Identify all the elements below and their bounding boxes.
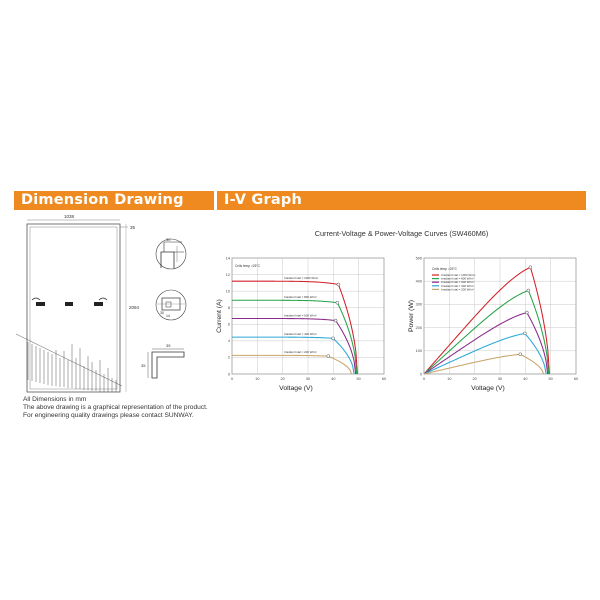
legend-entry: Irradiant Intal = 200 W/m² [441, 287, 474, 291]
mpp-point [528, 265, 533, 270]
x-axis-label: Voltage (V) [279, 385, 313, 392]
detail-corner-view [155, 238, 187, 270]
temperature-annotation: Cells temp =25°C [235, 264, 261, 268]
mpp-point [326, 354, 331, 358]
y-tick-label: 10 [226, 289, 230, 293]
mpp-point [336, 282, 341, 287]
x-tick-label: 60 [574, 377, 578, 381]
detail-c1-label: 35 [166, 343, 171, 348]
y-tick-label: 2 [228, 356, 230, 360]
frame-profile [147, 348, 185, 379]
legend-entry: Irradiant Intal = 400 W/m² [441, 284, 474, 288]
note-contact: For engineering quality drawings please … [23, 412, 194, 420]
mpp-point [331, 336, 335, 341]
x-tick-label: 10 [447, 377, 451, 381]
junction-box [65, 302, 73, 306]
mpp-point [335, 300, 340, 305]
y-tick-label: 200 [416, 326, 422, 330]
mpp-point [525, 310, 529, 315]
series-label: Irradiant Intal = 600 W/m² [284, 313, 317, 317]
y-tick-label: 14 [226, 256, 230, 260]
series-label: Irradiant Intal = 400 W/m² [284, 332, 317, 336]
width-label: 1038 [64, 214, 75, 219]
side-view-section [15, 333, 123, 392]
series-line [232, 280, 358, 375]
series-line [232, 354, 353, 375]
y-tick-label: 0 [420, 372, 422, 376]
y-axis-label: Current (A) [216, 299, 223, 333]
detail-b2-label: 14 [166, 314, 170, 318]
mpp-point [518, 352, 523, 357]
iv-graph-chart-title: Current-Voltage & Power-Voltage Curves (… [314, 229, 489, 238]
x-tick-label: 40 [331, 377, 335, 381]
panel-inner-frame [29, 226, 118, 390]
detail-a-label: 30 [166, 237, 171, 242]
connector-left [31, 297, 45, 306]
series-label: Irradiant Intal = 200 W/m² [284, 350, 317, 354]
iv-graph-title: I-V Graph [224, 192, 302, 208]
y-axis-label: Power (W) [408, 300, 415, 332]
series-label: Irradiant Intal = 1000 W/m² [284, 276, 318, 280]
series-line [423, 267, 550, 375]
x-tick-label: 30 [498, 377, 502, 381]
y-tick-label: 400 [416, 280, 422, 284]
current-voltage-chart: 0 10 20 30 40 50 60 0 2 4 6 8 10 12 14 Voltage (V) Curre… [216, 256, 386, 392]
panel-outline [26, 223, 121, 393]
dimension-drawing-header: Dimension Drawing [14, 191, 214, 210]
y-tick-label: 300 [416, 303, 422, 307]
drawing-notes: All Dimensions in mm The above drawing i… [23, 396, 208, 421]
connector-right [94, 297, 108, 306]
x-tick-label: 20 [473, 377, 477, 381]
legend-entry: Irradiant Intal = 800 W/m² [441, 277, 474, 281]
x-tick-label: 40 [523, 377, 527, 381]
mpp-point [333, 318, 338, 323]
y-tick-label: 100 [416, 349, 422, 353]
detail-mount-view [155, 289, 187, 321]
x-tick-label: 50 [357, 377, 361, 381]
y-tick-label: 8 [228, 306, 230, 310]
dimension-drawing-title: Dimension Drawing [21, 192, 184, 208]
x-tick-label: 30 [306, 377, 310, 381]
x-tick-label: 50 [549, 377, 553, 381]
y-tick-label: 12 [226, 273, 230, 277]
mpp-point [523, 331, 527, 336]
legend-entry: Irradiant Intal = 1000 W/m² [441, 273, 475, 277]
y-tick-label: 500 [416, 256, 422, 260]
legend-entry: Irradiant Intal = 600 W/m² [441, 280, 474, 284]
detail-b1-label: 30 [160, 311, 164, 315]
series-line [423, 353, 545, 375]
dimension-drawing: 1038 35 2094 30 30 14 35 35 [15, 214, 187, 393]
iv-graph-header: I-V Graph [217, 191, 586, 210]
x-tick-label: 20 [281, 377, 285, 381]
note-representation: The above drawing is a graphical represe… [23, 404, 208, 412]
mpp-point [526, 288, 531, 293]
x-tick-label: 0 [231, 377, 233, 381]
note-dimensions: All Dimensions in mm [23, 396, 87, 403]
frame-label: 35 [130, 225, 136, 230]
y-tick-label: 4 [228, 339, 230, 343]
detail-c2-label: 35 [141, 363, 146, 368]
x-tick-label: 10 [255, 377, 259, 381]
height-label: 2094 [129, 305, 140, 310]
x-tick-label: 60 [382, 377, 386, 381]
power-voltage-chart: 0 10 20 30 40 50 60 0 100 200 300 400 500 Voltage (V)… [408, 256, 578, 392]
y-tick-label: 6 [228, 323, 230, 327]
x-axis-label: Voltage (V) [471, 385, 505, 392]
series-label: Irradiant Intal = 800 W/m² [284, 295, 317, 299]
y-tick-label: 0 [228, 372, 230, 376]
temperature-annotation: Cells temp =25°C [432, 267, 458, 271]
x-tick-label: 0 [423, 377, 425, 381]
